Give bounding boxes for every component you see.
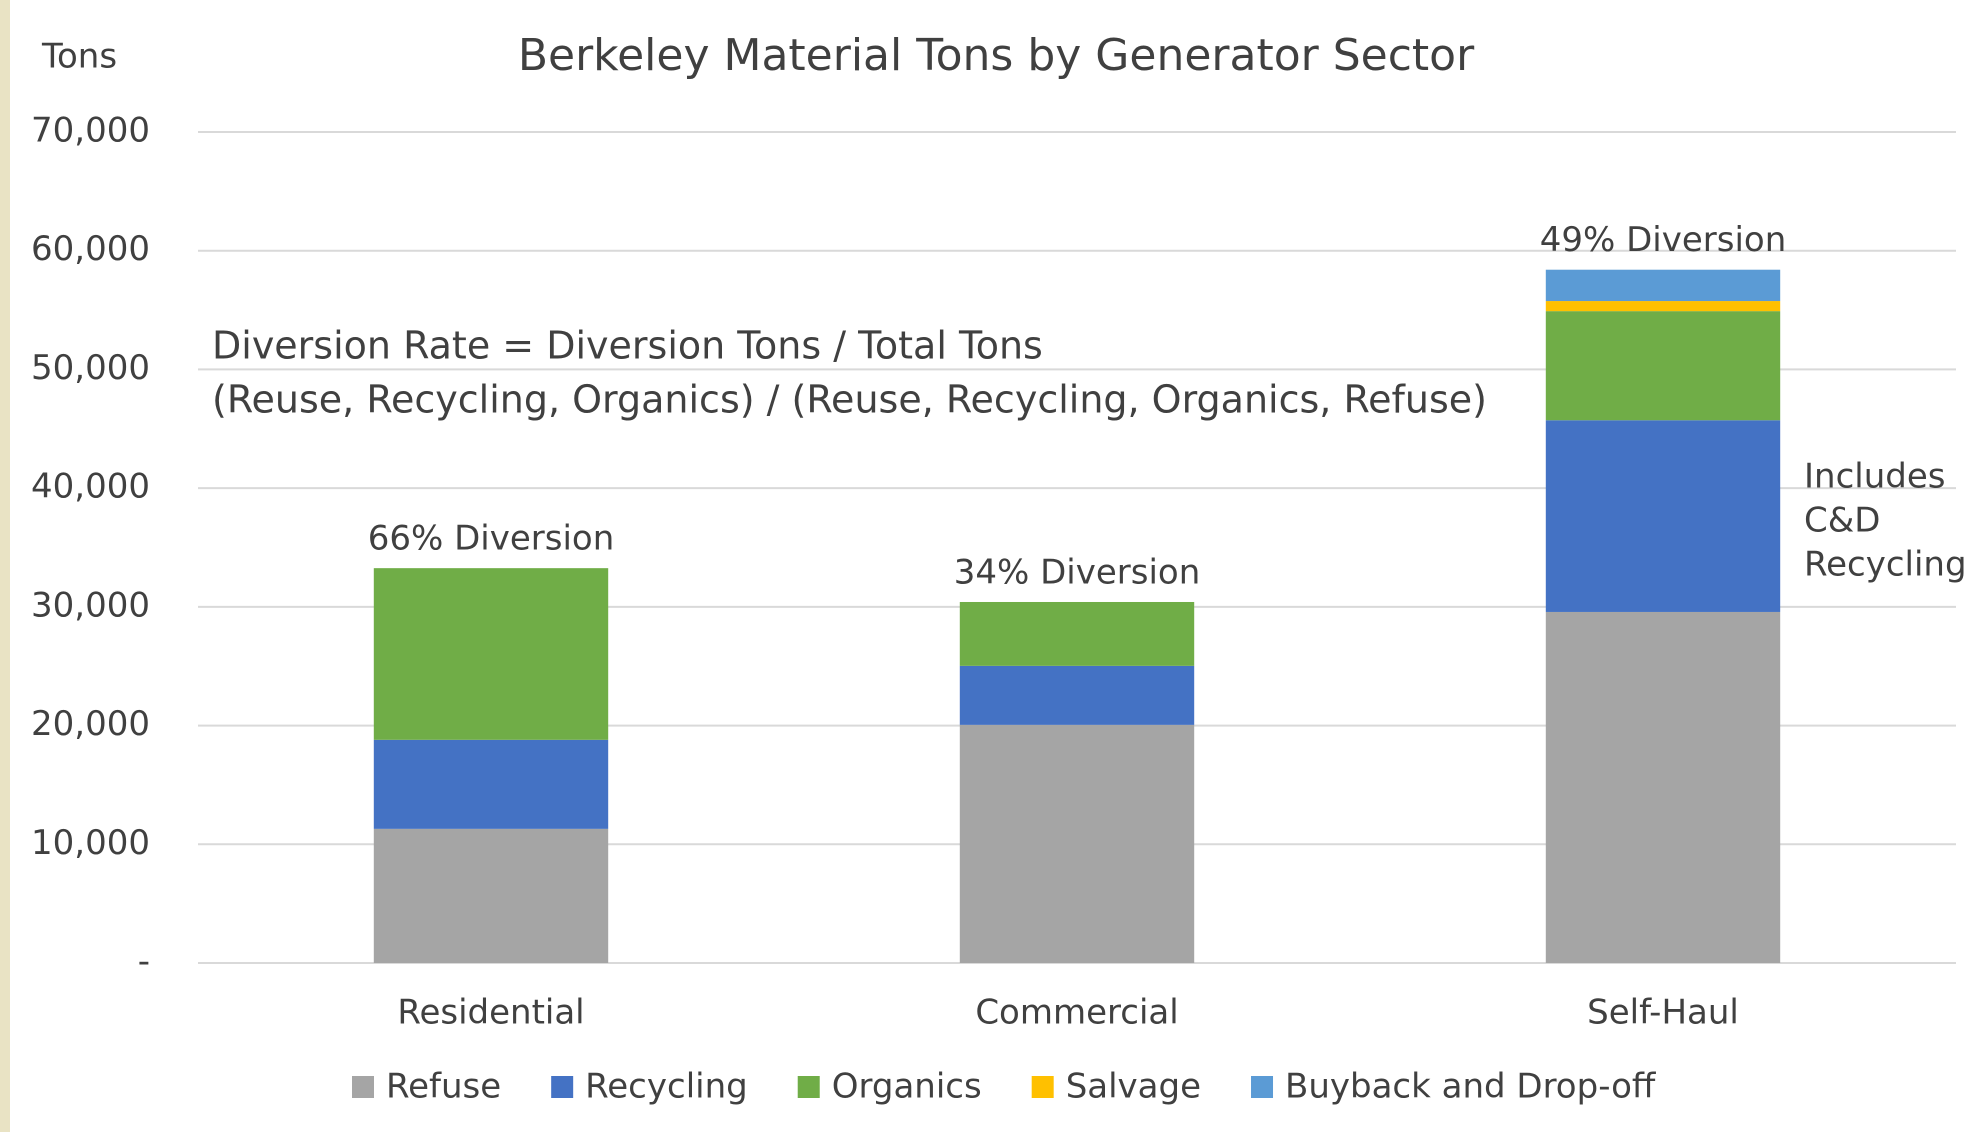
legend-swatch — [551, 1076, 574, 1098]
legend-label: Recycling — [585, 1067, 748, 1107]
bar-segment — [373, 568, 609, 740]
x-tick-label: Self-Haul — [1587, 993, 1739, 1033]
y-tick-label: 30,000 — [31, 585, 150, 625]
x-tick-label: Commercial — [975, 993, 1178, 1033]
legend-label: Buyback and Drop-off — [1285, 1067, 1657, 1107]
note-text: C&D — [1804, 501, 1880, 541]
legend-label: Organics — [832, 1067, 982, 1107]
legend-swatch — [797, 1076, 820, 1098]
diversion-label: 49% Diversion — [1540, 220, 1787, 260]
y-tick-label: 50,000 — [31, 348, 150, 388]
bar-segment — [959, 724, 1195, 963]
legend-swatch — [1251, 1076, 1274, 1098]
legend-label: Refuse — [386, 1067, 501, 1107]
diversion-label: 34% Diversion — [954, 552, 1201, 592]
y-tick-label: 60,000 — [31, 229, 150, 269]
y-tick-label: 40,000 — [31, 467, 150, 507]
y-tick-label: 20,000 — [31, 704, 150, 744]
bar-segment — [373, 739, 609, 829]
bar-segment — [959, 665, 1195, 725]
bar-segment — [373, 828, 609, 963]
bar-segment — [959, 601, 1195, 666]
legend-label: Salvage — [1066, 1067, 1201, 1107]
bar-segment — [1545, 611, 1781, 963]
diversion-label: 66% Diversion — [368, 519, 615, 559]
note-text: Recycling — [1804, 545, 1966, 585]
y-tick-label: 10,000 — [31, 823, 150, 863]
note-text: Includes — [1804, 457, 1945, 497]
bar-segment — [1545, 420, 1781, 612]
y-tick-label: 70,000 — [31, 111, 150, 151]
legend-swatch — [352, 1076, 374, 1098]
legend-swatch — [1031, 1076, 1054, 1098]
edge — [0, 0, 10, 1132]
chart-title: Berkeley Material Tons by Generator Sect… — [518, 30, 1475, 81]
bar-segment — [1545, 269, 1781, 302]
y-axis-label: Tons — [41, 37, 117, 77]
y-tick-label: - — [138, 942, 150, 982]
bar-segment — [1545, 301, 1781, 312]
formula-text: Diversion Rate = Diversion Tons / Total … — [212, 324, 1043, 368]
bar-segment — [1545, 311, 1781, 421]
x-tick-label: Residential — [397, 993, 584, 1033]
formula-text: (Reuse, Recycling, Organics) / (Reuse, R… — [212, 378, 1487, 422]
